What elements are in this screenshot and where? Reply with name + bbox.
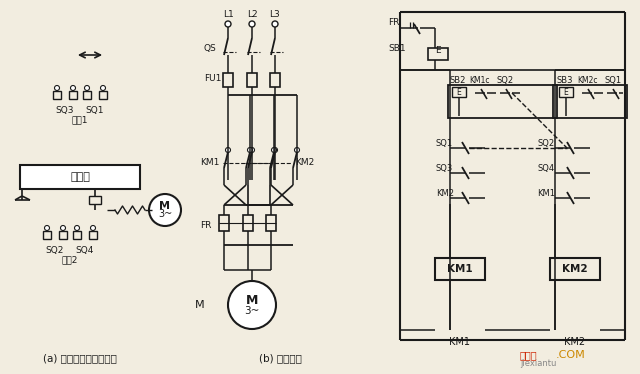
Circle shape: [248, 147, 253, 153]
Text: KM1c: KM1c: [470, 76, 490, 85]
Circle shape: [70, 86, 76, 91]
Bar: [89, 231, 97, 239]
Text: KM2: KM2: [562, 264, 588, 274]
Text: 3~: 3~: [158, 209, 172, 219]
Circle shape: [271, 147, 276, 153]
Text: 接线图: 接线图: [520, 350, 538, 360]
Circle shape: [149, 194, 181, 226]
Bar: [69, 91, 77, 99]
Text: 位置2: 位置2: [62, 255, 78, 264]
Text: L2: L2: [246, 9, 257, 18]
Text: KM1: KM1: [447, 264, 473, 274]
Circle shape: [54, 86, 60, 91]
Bar: [53, 91, 61, 99]
Text: KM2: KM2: [436, 188, 454, 197]
Text: SB3: SB3: [557, 76, 573, 85]
Bar: [448, 85, 557, 118]
Bar: [270, 73, 280, 87]
Bar: [59, 231, 67, 239]
Text: SQ1: SQ1: [604, 76, 621, 85]
Circle shape: [272, 21, 278, 27]
Circle shape: [84, 86, 90, 91]
Bar: [89, 196, 101, 204]
Text: L3: L3: [269, 9, 280, 18]
Bar: [20, 165, 140, 189]
Bar: [243, 215, 253, 231]
Circle shape: [61, 226, 65, 230]
Text: SQ2: SQ2: [46, 245, 64, 254]
Text: QS: QS: [204, 43, 217, 52]
Text: 工作台: 工作台: [70, 172, 90, 182]
Text: E: E: [456, 88, 461, 96]
Circle shape: [100, 86, 106, 91]
Circle shape: [228, 281, 276, 329]
Circle shape: [249, 21, 255, 27]
Text: SQ1: SQ1: [436, 138, 453, 147]
Bar: [43, 231, 51, 239]
Text: .COM: .COM: [556, 350, 586, 360]
Text: SQ2: SQ2: [497, 76, 513, 85]
Bar: [428, 48, 448, 60]
Text: SQ3: SQ3: [436, 163, 453, 172]
Circle shape: [90, 226, 95, 230]
Text: SQ1: SQ1: [86, 105, 104, 114]
Text: (a) 工作自动循环示意图: (a) 工作自动循环示意图: [43, 353, 117, 363]
Text: E: E: [564, 88, 568, 96]
Circle shape: [225, 21, 231, 27]
Bar: [219, 215, 229, 231]
Text: SB1: SB1: [388, 43, 406, 52]
Text: FR: FR: [200, 221, 211, 230]
Circle shape: [250, 147, 255, 153]
Text: KM2: KM2: [564, 337, 586, 347]
Text: SB2: SB2: [450, 76, 466, 85]
Text: KM2: KM2: [295, 157, 314, 166]
Bar: [559, 87, 573, 97]
Text: (b) 控制线路: (b) 控制线路: [259, 353, 301, 363]
Bar: [553, 85, 627, 118]
Text: FU1: FU1: [204, 74, 221, 83]
Text: E: E: [435, 46, 441, 55]
Bar: [435, 258, 485, 280]
Circle shape: [45, 226, 49, 230]
Bar: [452, 87, 466, 97]
Text: KM2c: KM2c: [577, 76, 597, 85]
Circle shape: [74, 226, 79, 230]
Circle shape: [294, 147, 300, 153]
Bar: [550, 258, 600, 280]
Text: SQ3: SQ3: [56, 105, 74, 114]
Circle shape: [225, 147, 230, 153]
Text: L1: L1: [223, 9, 234, 18]
Bar: [83, 91, 91, 99]
Bar: [99, 91, 107, 99]
Text: M: M: [246, 294, 258, 307]
Text: SQ2: SQ2: [537, 138, 554, 147]
Text: M: M: [195, 300, 205, 310]
Bar: [266, 215, 276, 231]
Text: KM1: KM1: [200, 157, 220, 166]
Text: 3~: 3~: [244, 306, 260, 316]
Text: KM1: KM1: [449, 337, 470, 347]
Text: SQ4: SQ4: [76, 245, 94, 254]
Text: 位置1: 位置1: [72, 116, 88, 125]
Bar: [223, 73, 233, 87]
Text: jiexiantu: jiexiantu: [520, 359, 556, 368]
Text: KM1: KM1: [537, 188, 555, 197]
Text: FR: FR: [388, 18, 399, 27]
Text: SQ4: SQ4: [537, 163, 554, 172]
Bar: [247, 73, 257, 87]
Circle shape: [273, 147, 278, 153]
Bar: [73, 231, 81, 239]
Text: M: M: [159, 201, 170, 211]
